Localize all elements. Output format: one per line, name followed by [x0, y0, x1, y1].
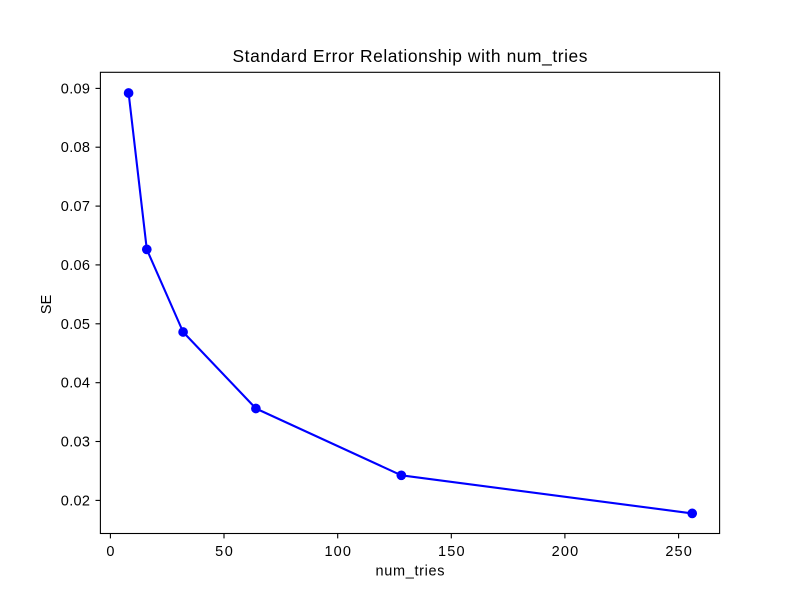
svg-text:0.07: 0.07 [61, 199, 90, 215]
svg-text:0: 0 [106, 544, 114, 560]
svg-text:0.08: 0.08 [61, 140, 90, 156]
svg-text:Standard Error Relationship wi: Standard Error Relationship with num_tri… [233, 46, 588, 66]
svg-text:50: 50 [215, 544, 233, 560]
svg-text:0.04: 0.04 [61, 376, 90, 392]
svg-text:0.06: 0.06 [61, 258, 90, 274]
svg-text:SE: SE [39, 294, 55, 314]
svg-text:0.05: 0.05 [61, 317, 90, 333]
svg-text:0.09: 0.09 [61, 81, 90, 97]
svg-text:150: 150 [438, 544, 465, 560]
svg-text:0.03: 0.03 [61, 435, 90, 451]
svg-text:250: 250 [665, 544, 692, 560]
svg-text:200: 200 [552, 544, 579, 560]
svg-text:num_tries: num_tries [375, 563, 444, 579]
svg-text:100: 100 [324, 544, 351, 560]
svg-text:0.02: 0.02 [61, 493, 90, 509]
